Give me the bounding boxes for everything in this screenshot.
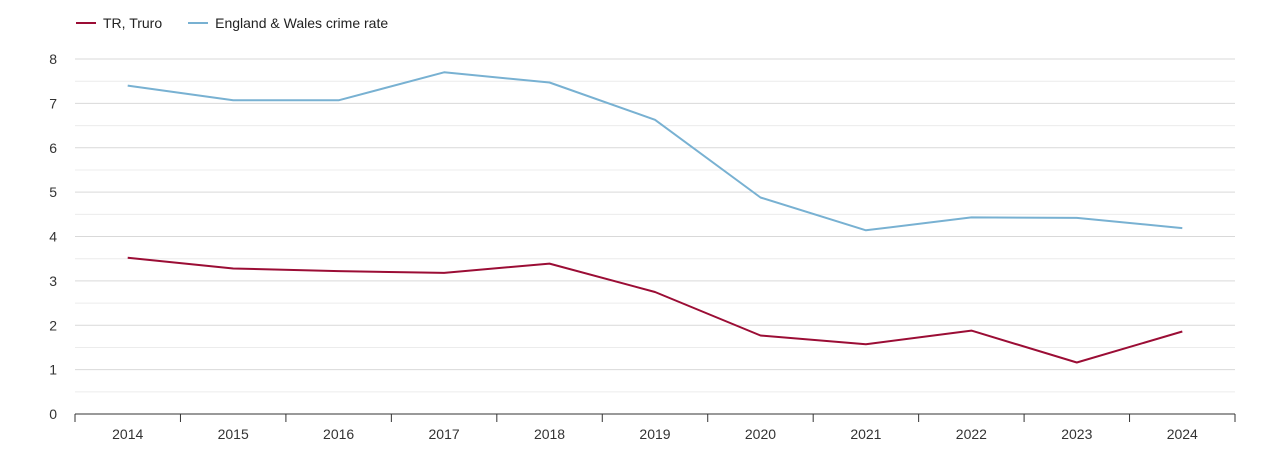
legend-label-england-wales: England & Wales crime rate xyxy=(215,15,389,31)
x-tick-label: 2022 xyxy=(956,426,987,442)
x-tick-label: 2017 xyxy=(429,426,460,442)
x-tick-label: 2020 xyxy=(745,426,776,442)
series-line-0 xyxy=(127,256,1183,364)
x-tick-label: 2021 xyxy=(850,426,881,442)
y-tick-label: 5 xyxy=(49,184,57,200)
chart-legend: TR, Truro England & Wales crime rate xyxy=(76,15,388,31)
legend-item-truro[interactable]: TR, Truro xyxy=(76,15,162,31)
x-tick-label: 2019 xyxy=(639,426,670,442)
x-tick-label: 2018 xyxy=(534,426,565,442)
y-tick-label: 0 xyxy=(49,406,57,422)
x-tick-label: 2023 xyxy=(1061,426,1092,442)
legend-swatch-truro xyxy=(76,22,96,24)
y-tick-label: 3 xyxy=(49,273,57,289)
x-tick-label: 2016 xyxy=(323,426,354,442)
legend-item-england-wales[interactable]: England & Wales crime rate xyxy=(188,15,388,31)
x-tick-label: 2014 xyxy=(112,426,143,442)
y-tick-label: 4 xyxy=(49,229,57,245)
y-tick-label: 8 xyxy=(49,51,57,67)
series-line-1 xyxy=(127,71,1183,232)
x-tick-label: 2015 xyxy=(218,426,249,442)
y-tick-label: 6 xyxy=(49,140,57,156)
legend-label-truro: TR, Truro xyxy=(103,15,163,31)
legend-swatch-england-wales xyxy=(188,22,209,24)
x-tick-label: 2024 xyxy=(1167,426,1198,442)
y-tick-label: 2 xyxy=(49,317,57,333)
y-tick-label: 1 xyxy=(49,362,57,378)
y-tick-label: 7 xyxy=(49,95,57,111)
